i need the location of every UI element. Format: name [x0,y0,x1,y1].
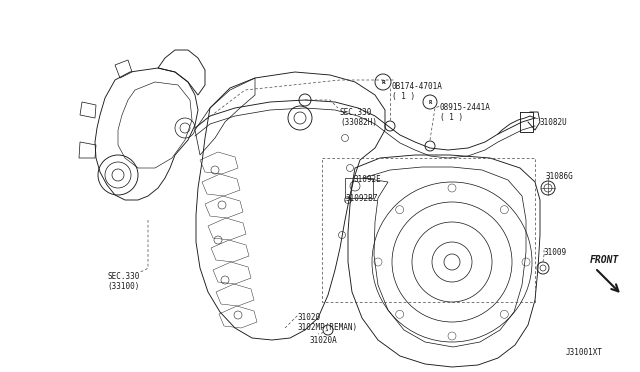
Text: J31001XT: J31001XT [566,348,603,357]
Text: 31086G: 31086G [546,172,573,181]
Text: 31092E: 31092E [353,175,381,184]
Text: 0B174-4701A
( 1 ): 0B174-4701A ( 1 ) [392,82,443,102]
Text: 31020A: 31020A [310,336,338,345]
Text: 31082U: 31082U [540,118,568,127]
Text: R: R [381,80,385,84]
Text: R: R [428,99,431,105]
Text: 31020
3102MP(REMAN): 31020 3102MP(REMAN) [298,313,358,333]
Text: SEC.330
(33100): SEC.330 (33100) [107,272,140,291]
Text: 08915-2441A
( 1 ): 08915-2441A ( 1 ) [440,103,491,122]
Text: 31009: 31009 [544,248,567,257]
Text: SEC.330
(33082H): SEC.330 (33082H) [340,108,377,127]
Text: FRONT: FRONT [590,255,620,265]
Text: 31092BZ: 31092BZ [345,194,378,203]
